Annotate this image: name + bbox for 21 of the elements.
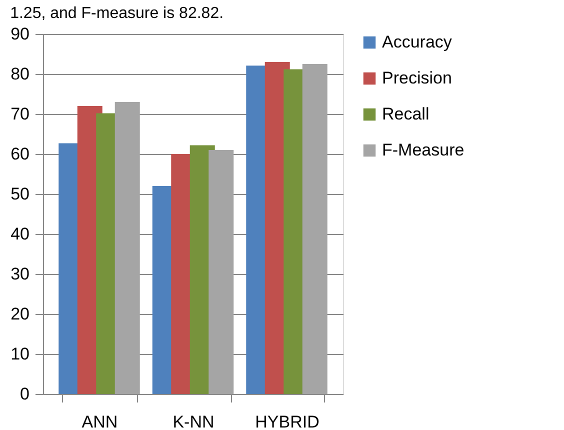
bar [208,150,234,394]
x-tick-label: HYBRID [255,412,320,430]
y-tick-label: 50 [10,184,30,204]
legend-label: Precision [382,68,452,88]
legend-label: Recall [382,104,430,124]
y-tick-label: 30 [10,264,30,284]
y-tick-label: 40 [10,224,30,244]
x-tick-label: K-NN [172,412,214,430]
y-tick-label: 70 [10,104,30,124]
bar [114,102,140,394]
y-tick-label: 60 [10,144,30,164]
x-tick-label: ANN [82,412,118,430]
y-tick-label: 20 [10,304,30,324]
y-tick-label: 90 [10,24,30,44]
bar [302,64,328,394]
legend-label: Accuracy [382,32,452,52]
y-tick-label: 10 [10,344,30,364]
y-tick-label: 0 [20,384,30,404]
legend-label: F-Measure [382,140,464,160]
text: 1.25, and F-measure is 82.82. [10,5,224,22]
y-tick-label: 80 [10,64,30,84]
